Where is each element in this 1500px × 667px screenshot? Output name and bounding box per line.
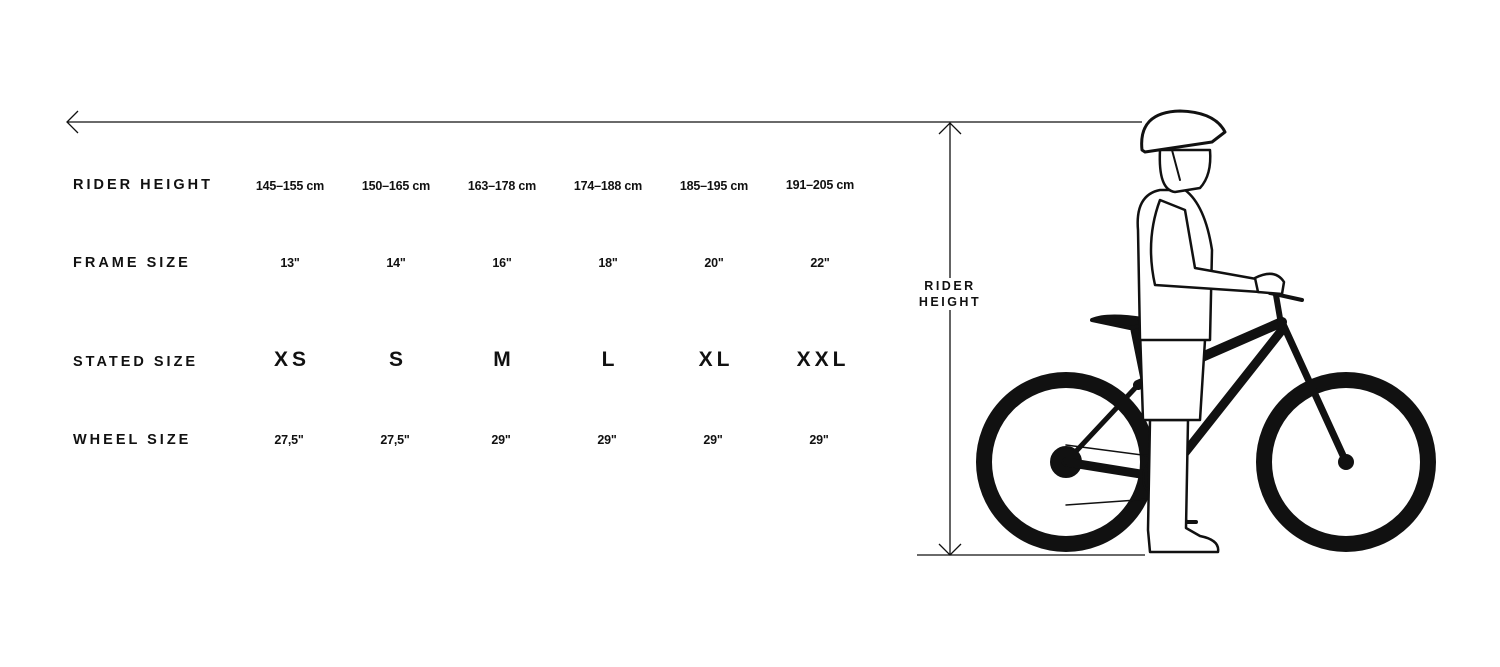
rider-height-measure-label: RIDER HEIGHT — [910, 278, 990, 310]
wheel-size-cell: 27,5" — [274, 433, 304, 447]
arrow-left-icon — [66, 110, 1142, 134]
rider-height-cell: 145–155 cm — [255, 179, 325, 193]
frame-size-cell: 14" — [386, 256, 406, 270]
frame-size-cell: 13" — [280, 256, 300, 270]
stated-size-cell: XS — [273, 348, 310, 371]
rider-height-cell: 150–165 cm — [361, 179, 431, 193]
frame-size-cell: 20" — [704, 256, 724, 270]
wheel-size-cell: 29" — [809, 433, 829, 447]
wheel-size-cell: 29" — [597, 433, 617, 447]
wheel-size-cell: 27,5" — [380, 433, 410, 447]
stated-size-cell: S — [388, 348, 407, 371]
wheel-size-cell: 29" — [491, 433, 511, 447]
stated-size-cell: XXL — [796, 348, 850, 371]
row-label-wheel-size: WHEEL SIZE — [73, 432, 192, 448]
frame-size-cell: 22" — [810, 256, 830, 270]
measure-label-line-2: HEIGHT — [918, 295, 982, 309]
row-label-stated-size: STATED SIZE — [73, 354, 199, 370]
frame-size-cell: 18" — [598, 256, 618, 270]
measure-label-line-1: RIDER — [924, 279, 976, 293]
stated-size-cell: L — [601, 348, 619, 371]
stated-size-cell: M — [493, 348, 515, 371]
height-measure-line — [917, 122, 1145, 556]
stated-size-cell: XL — [698, 348, 734, 371]
rider-height-cell: 163–178 cm — [467, 179, 537, 193]
rider-height-cell: 174–188 cm — [573, 179, 643, 193]
rider-height-cell: 185–195 cm — [679, 179, 749, 193]
rider-height-cell: 191–205 cm — [785, 178, 855, 192]
row-label-rider-height: RIDER HEIGHT — [73, 177, 213, 193]
frame-size-cell: 16" — [492, 256, 512, 270]
row-label-frame-size: FRAME SIZE — [73, 255, 191, 271]
rider-icon — [1136, 109, 1286, 554]
wheel-size-cell: 29" — [703, 433, 723, 447]
